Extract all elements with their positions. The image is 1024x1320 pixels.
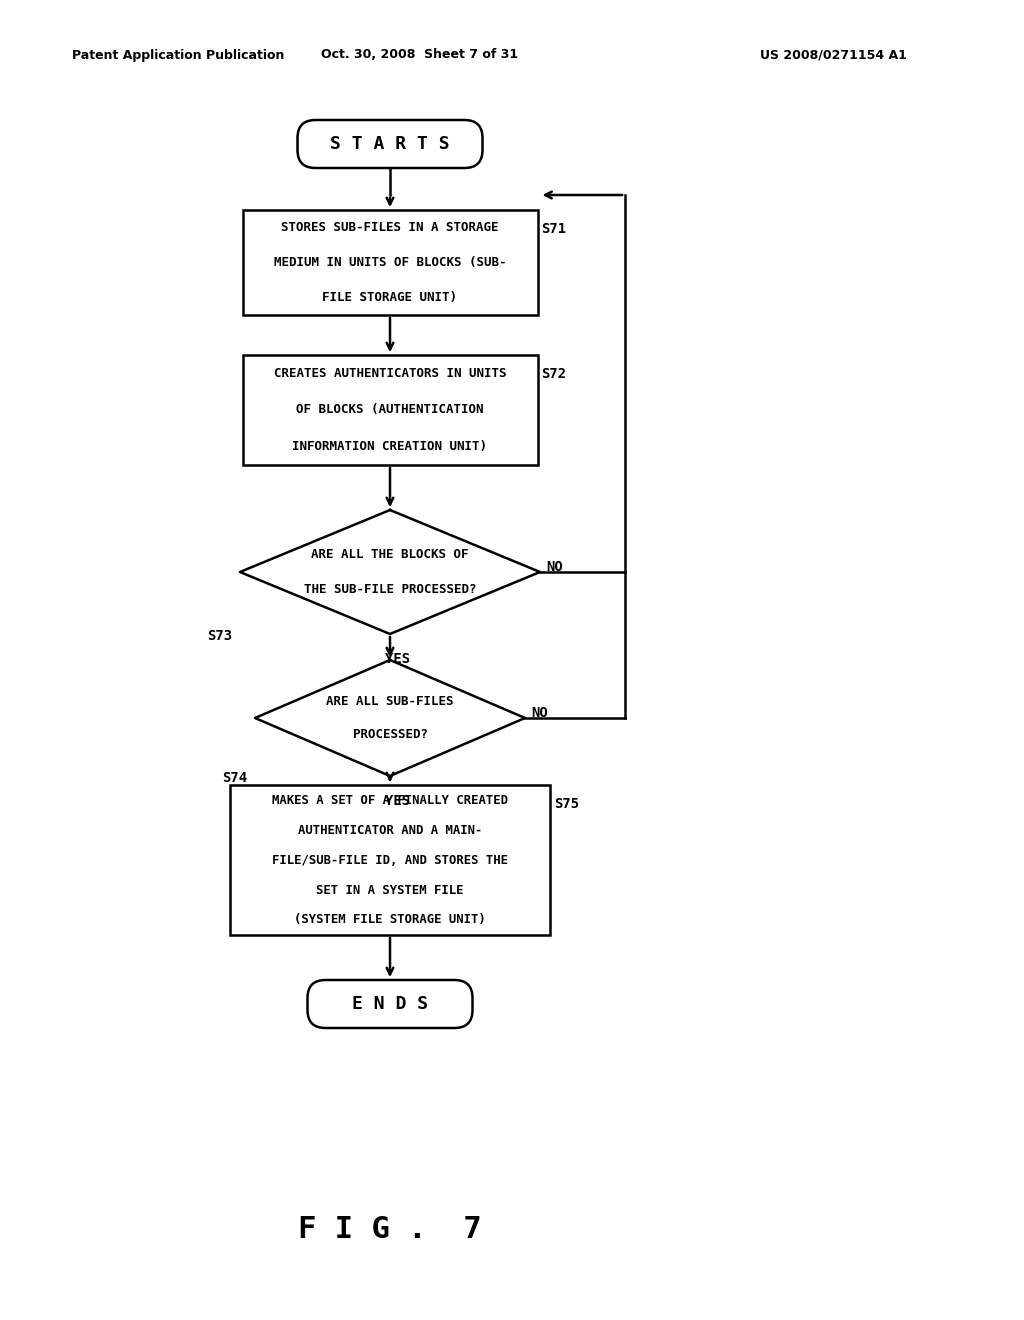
Text: US 2008/0271154 A1: US 2008/0271154 A1 (760, 49, 907, 62)
Text: THE SUB-FILE PROCESSED?: THE SUB-FILE PROCESSED? (304, 583, 476, 595)
Text: S71: S71 (542, 222, 566, 236)
Text: S72: S72 (542, 367, 566, 381)
Text: STORES SUB-FILES IN A STORAGE: STORES SUB-FILES IN A STORAGE (282, 220, 499, 234)
Text: ARE ALL SUB-FILES: ARE ALL SUB-FILES (327, 696, 454, 709)
Text: F I G .  7: F I G . 7 (298, 1216, 482, 1245)
Text: ARE ALL THE BLOCKS OF: ARE ALL THE BLOCKS OF (311, 548, 469, 561)
Text: NO: NO (531, 706, 548, 719)
Text: YES: YES (385, 652, 411, 667)
Text: INFORMATION CREATION UNIT): INFORMATION CREATION UNIT) (293, 440, 487, 453)
Text: FILE/SUB-FILE ID, AND STORES THE: FILE/SUB-FILE ID, AND STORES THE (272, 854, 508, 866)
Text: PROCESSED?: PROCESSED? (352, 727, 427, 741)
Bar (243, 355, 538, 465)
Text: CREATES AUTHENTICATORS IN UNITS: CREATES AUTHENTICATORS IN UNITS (273, 367, 506, 380)
Text: S74: S74 (222, 771, 247, 785)
Text: NO: NO (546, 560, 563, 574)
FancyBboxPatch shape (307, 979, 472, 1028)
Text: AUTHENTICATOR AND A MAIN-: AUTHENTICATOR AND A MAIN- (298, 824, 482, 837)
Text: MAKES A SET OF A FINALLY CREATED: MAKES A SET OF A FINALLY CREATED (272, 793, 508, 807)
Text: S T A R T S: S T A R T S (330, 135, 450, 153)
Text: (SYSTEM FILE STORAGE UNIT): (SYSTEM FILE STORAGE UNIT) (294, 913, 485, 927)
Text: Oct. 30, 2008  Sheet 7 of 31: Oct. 30, 2008 Sheet 7 of 31 (322, 49, 518, 62)
Text: YES: YES (385, 795, 411, 808)
Bar (230, 785, 550, 935)
Text: OF BLOCKS (AUTHENTICATION: OF BLOCKS (AUTHENTICATION (296, 404, 483, 417)
Text: S75: S75 (554, 797, 580, 810)
FancyBboxPatch shape (298, 120, 482, 168)
Text: FILE STORAGE UNIT): FILE STORAGE UNIT) (323, 290, 458, 304)
Bar (243, 210, 538, 315)
Text: SET IN A SYSTEM FILE: SET IN A SYSTEM FILE (316, 883, 464, 896)
Text: E N D S: E N D S (352, 995, 428, 1012)
Text: S73: S73 (207, 630, 232, 643)
Text: Patent Application Publication: Patent Application Publication (72, 49, 285, 62)
Text: MEDIUM IN UNITS OF BLOCKS (SUB-: MEDIUM IN UNITS OF BLOCKS (SUB- (273, 256, 506, 269)
